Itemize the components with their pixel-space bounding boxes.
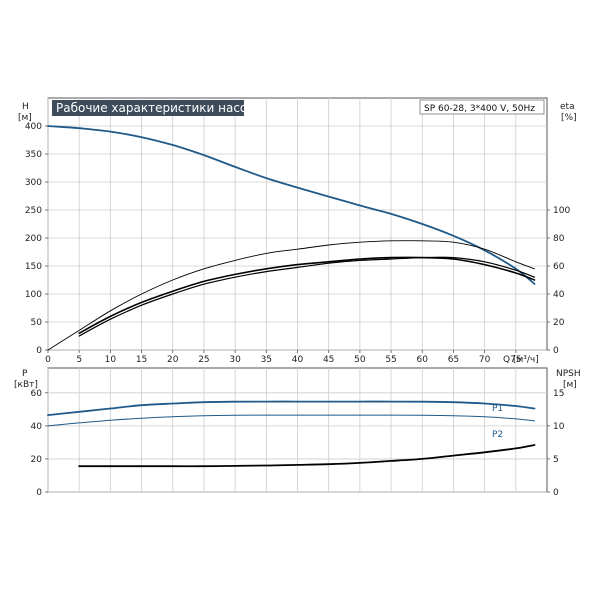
y-left-tick-label: 300: [25, 178, 42, 188]
lower-y-right-tick-label: 0: [553, 488, 559, 498]
x-tick-label: 15: [136, 355, 147, 365]
lower-grid: [47, 368, 547, 493]
lower-y-left-tick-label: 20: [31, 455, 43, 465]
y-left-tick-label: 100: [25, 290, 42, 300]
y-right-tick-label: 60: [553, 262, 565, 272]
y-left-tick-label: 150: [25, 262, 42, 272]
y-left-label-p: P: [22, 369, 28, 379]
y-right-tick-label: 0: [553, 346, 559, 356]
x-axis-label: Q [м³/ч]: [503, 355, 539, 365]
y-left-tick-label: 0: [36, 346, 42, 356]
y-left-tick-label: 50: [31, 318, 43, 328]
y-right-label-eta: eta: [560, 102, 575, 112]
upper-tick-labels: 0 5 10 15 20 25 30 35 40 45 50 55 60 65 70 75 0 50 100 150 2…: [25, 122, 571, 365]
x-tick-label: 60: [417, 355, 429, 365]
y-left-label-h-unit: [м]: [18, 113, 32, 123]
y-right-tick-label: 40: [553, 290, 565, 300]
lower-y-left-tick-label: 0: [36, 488, 42, 498]
lower-y-right-tick-label: 10: [553, 422, 565, 432]
lower-y-right-tick-label: 15: [553, 389, 564, 399]
y-right-label-npsh-unit: [м]: [563, 380, 577, 390]
npsh-curve: [78, 444, 536, 468]
y-right-label-eta-unit: [%]: [561, 113, 577, 123]
x-tick-label: 55: [385, 355, 396, 365]
y-left-tick-label: 400: [25, 122, 42, 132]
info-box: [419, 99, 545, 115]
x-tick-label: 35: [261, 355, 272, 365]
y-left-tick-label: 200: [25, 234, 42, 244]
x-tick-label: 10: [105, 355, 117, 365]
x-tick-label: 5: [76, 355, 82, 365]
x-tick-label: 65: [448, 355, 459, 365]
upper-grid: [47, 98, 547, 351]
x-tick-label: 70: [479, 355, 491, 365]
x-tick-label: 75: [510, 355, 521, 365]
y-right-tick-label: 80: [553, 234, 565, 244]
y-left-label-p-unit: [кВт]: [14, 380, 38, 390]
x-tick-label: 20: [167, 355, 179, 365]
y-right-tick-label: 20: [553, 318, 565, 328]
lower-y-right-tick-label: 5: [553, 455, 559, 465]
p1-curve: [47, 400, 536, 416]
lower-y-left-tick-label: 40: [31, 422, 43, 432]
eta-curve-thick: [78, 256, 536, 334]
x-tick-label: 30: [229, 355, 241, 365]
lower-series-group: [47, 400, 536, 468]
lower-y-left-tick-label: 60: [31, 389, 43, 399]
title-box: [52, 100, 244, 116]
y-left-tick-label: 250: [25, 206, 42, 216]
upper-series-group: [47, 125, 536, 351]
y-right-tick-label: 100: [553, 206, 570, 216]
x-tick-label: 25: [198, 355, 209, 365]
y-left-label-h: H: [22, 102, 29, 112]
eta-curve-mid: [78, 256, 536, 337]
series-label-p2: P2: [492, 430, 503, 440]
x-tick-label: 40: [292, 355, 304, 365]
head-curve: [47, 125, 536, 285]
series-label-p1: P1: [492, 404, 503, 414]
p2-curve: [47, 414, 535, 427]
y-left-tick-label: 350: [25, 150, 42, 160]
y-right-label-npsh: NPSH: [556, 369, 581, 379]
pump-info: SP 60-28, 3*400 V, 50Hz: [424, 104, 535, 114]
eta-curve-thin: [47, 240, 535, 351]
chart-title: Рабочие характеристики насоса: [56, 101, 261, 115]
lower-tick-labels: 0 20 40 60 0 5 10 15: [31, 389, 565, 498]
x-tick-label: 45: [323, 355, 334, 365]
x-tick-label: 50: [354, 355, 366, 365]
x-tick-label: 0: [45, 355, 51, 365]
